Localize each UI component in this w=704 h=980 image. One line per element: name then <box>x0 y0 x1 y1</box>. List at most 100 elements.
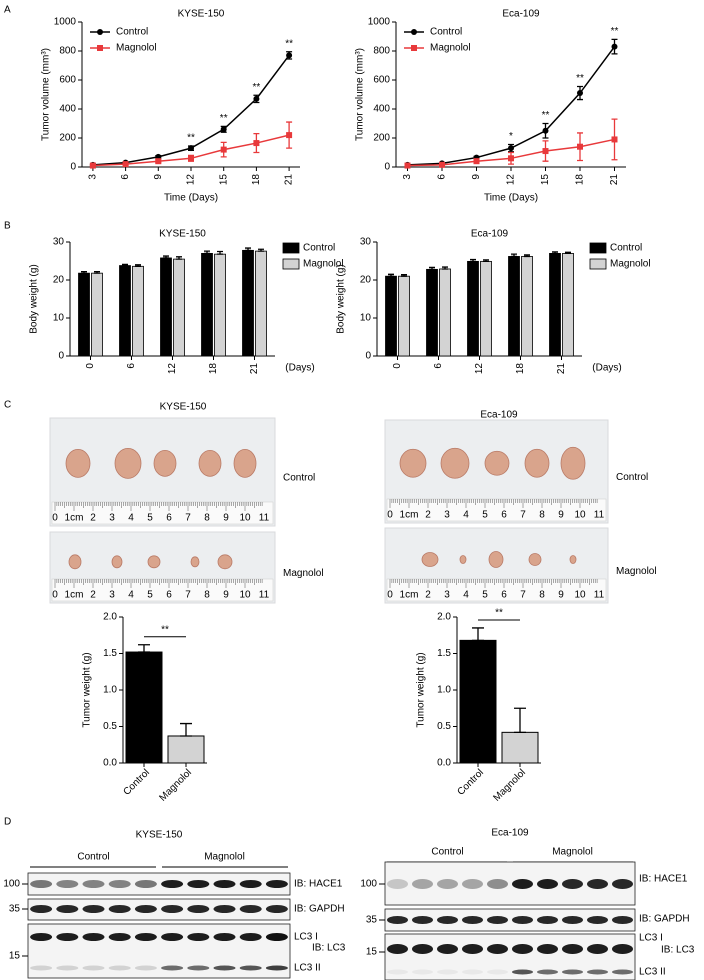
error-bar <box>511 253 517 258</box>
blot-label: IB: GAPDH <box>639 914 690 925</box>
band <box>239 880 262 888</box>
band <box>239 905 262 913</box>
y-tick-label: 20 <box>53 275 65 286</box>
ruler-label: 8 <box>539 510 545 521</box>
band <box>512 879 533 889</box>
x-tick-label: 6 <box>433 363 444 369</box>
error-bar <box>442 266 448 270</box>
y-tick-label: 1000 <box>54 17 77 28</box>
y-tick-label: 1000 <box>368 17 391 28</box>
legend-label: Control <box>116 27 148 38</box>
error-bar <box>135 264 141 267</box>
bar <box>439 268 451 357</box>
ruler-label: 5 <box>482 590 488 601</box>
y-axis-label: Tumor weight (g) <box>82 652 93 727</box>
ruler-label: 2 <box>425 510 431 521</box>
blot-label: IB: LC3 <box>661 945 695 956</box>
band <box>587 916 608 924</box>
data-point <box>404 162 411 169</box>
band <box>187 880 210 888</box>
band <box>56 965 79 971</box>
bar <box>173 258 185 357</box>
tumor <box>217 554 233 570</box>
band <box>108 933 131 941</box>
band <box>30 965 53 971</box>
y-tick-label: 0.0 <box>437 758 451 769</box>
bar <box>398 275 410 357</box>
band <box>412 944 433 954</box>
ruler-label: 5 <box>482 510 488 521</box>
error-bar <box>470 258 476 263</box>
band <box>387 916 408 924</box>
band <box>612 944 633 954</box>
significance: ** <box>611 26 619 37</box>
ruler-label: 1cm <box>65 513 84 524</box>
error-bar <box>180 722 192 737</box>
bar <box>467 260 479 357</box>
bar <box>119 265 131 357</box>
ruler-label: 2 <box>90 513 96 524</box>
band <box>562 879 583 889</box>
ruler-label: 2 <box>425 590 431 601</box>
data-point <box>97 29 103 35</box>
ruler-label: 1cm <box>400 510 419 521</box>
bar <box>255 250 267 357</box>
error-bar <box>429 266 435 271</box>
x-axis-label: (Days) <box>285 363 314 374</box>
legend-label: Control <box>430 27 462 38</box>
y-tick-label: 1.0 <box>437 685 451 696</box>
tumor <box>484 450 510 476</box>
data-point <box>508 155 514 162</box>
legend-swatch <box>589 242 607 254</box>
band <box>487 916 508 924</box>
band <box>462 879 483 889</box>
significance: ** <box>542 110 550 121</box>
data-point <box>542 148 549 155</box>
panel-label: A <box>4 5 11 16</box>
x-tick-label: 18 <box>515 363 526 375</box>
y-tick-label: 800 <box>373 46 390 57</box>
panel-label: D <box>4 817 11 828</box>
ruler-label: 4 <box>463 590 469 601</box>
error-bar <box>401 274 407 277</box>
y-axis-label: Tumor weight (g) <box>416 652 427 727</box>
bar <box>167 735 205 764</box>
chart-title: Eca-109 <box>502 9 540 20</box>
blot-label: LC3 II <box>294 963 321 974</box>
tumor <box>440 447 470 479</box>
bar <box>125 651 163 764</box>
band <box>412 969 433 975</box>
bar <box>426 268 438 357</box>
ruler-label: 11 <box>259 513 270 524</box>
blot-label: LC3 I <box>639 933 663 944</box>
band <box>161 880 184 888</box>
tumor <box>569 555 577 564</box>
legend-swatch <box>589 258 607 270</box>
band <box>56 880 79 888</box>
ruler-label: 4 <box>128 513 134 524</box>
band <box>562 944 583 954</box>
data-point <box>286 132 293 139</box>
significance: ** <box>161 624 169 635</box>
band <box>387 944 408 954</box>
tumor <box>560 446 586 480</box>
ruler-label: 11 <box>594 590 605 601</box>
legend-swatch <box>282 242 300 254</box>
tumor <box>68 554 82 570</box>
photo-title: KYSE-150 <box>160 402 207 413</box>
data-point <box>188 145 194 152</box>
band <box>239 933 262 941</box>
data-point <box>542 127 549 134</box>
error-bar <box>122 263 128 267</box>
y-tick-label: 400 <box>373 104 390 115</box>
tumor <box>459 555 467 564</box>
data-point <box>286 52 293 59</box>
band <box>187 933 210 941</box>
tumor <box>528 553 542 566</box>
band <box>213 933 236 941</box>
blot-label: LC3 I <box>294 932 318 943</box>
error-bar <box>81 270 87 274</box>
error-bar <box>258 248 264 252</box>
x-tick-label: 0 <box>85 363 96 369</box>
